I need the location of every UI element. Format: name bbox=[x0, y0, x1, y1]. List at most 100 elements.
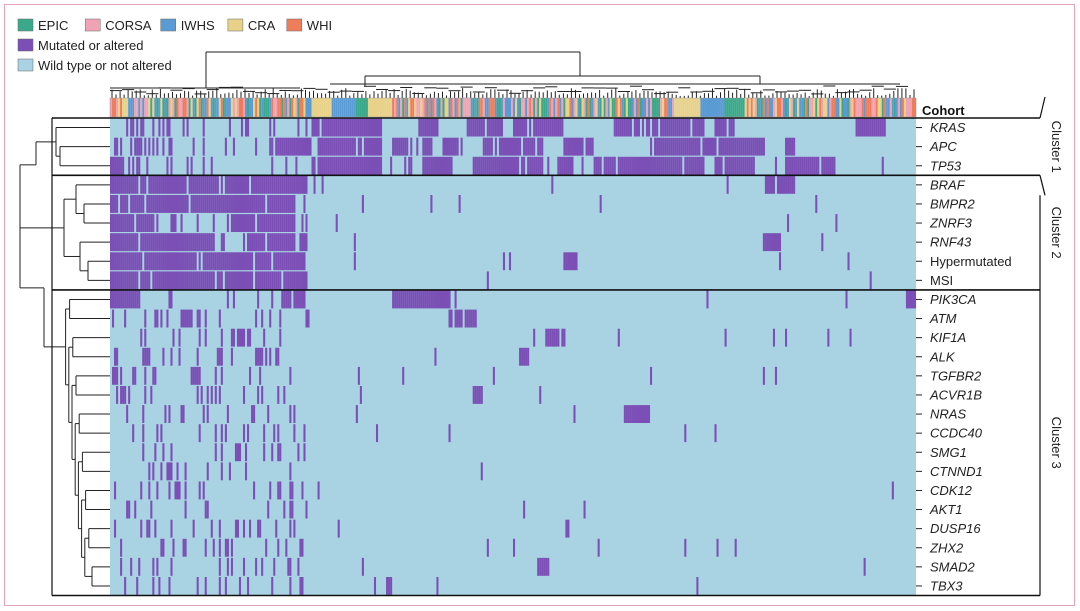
cell-tbx3-162 bbox=[436, 577, 439, 595]
cell-tp53-184 bbox=[480, 156, 483, 175]
cell-hypermutated-1 bbox=[112, 252, 115, 271]
cell-apc-145 bbox=[402, 137, 405, 156]
cell-hypermutated-12 bbox=[134, 252, 137, 271]
cell-ccdc40-11 bbox=[132, 424, 135, 443]
cell-znrf3-43 bbox=[196, 214, 199, 232]
cell-pik3ca-73 bbox=[257, 290, 260, 309]
cell-rnf43-72 bbox=[255, 233, 258, 252]
cohort-cell-377 bbox=[869, 98, 872, 117]
cell-atm-72 bbox=[255, 309, 258, 328]
cohort-cell-26 bbox=[162, 98, 165, 117]
cell-tbx3-29 bbox=[168, 577, 171, 595]
cell-ccdc40-83 bbox=[277, 424, 280, 443]
cell-kras-110 bbox=[331, 118, 334, 137]
cell-bmpr2-59 bbox=[228, 195, 231, 213]
cell-tgfbr2-22 bbox=[154, 366, 157, 385]
cell-braf-83 bbox=[277, 175, 280, 194]
heatmap-row-hypermutated bbox=[110, 252, 850, 271]
cohort-cell-126 bbox=[363, 98, 366, 117]
cohort-cell-269 bbox=[652, 98, 655, 117]
cell-braf-63 bbox=[236, 175, 239, 194]
cell-apc-105 bbox=[321, 137, 324, 156]
cell-tp53-168 bbox=[448, 156, 451, 175]
cell-tp53-87 bbox=[285, 156, 288, 175]
cohort-cell-200 bbox=[513, 98, 516, 117]
cell-rnf43-121 bbox=[353, 233, 356, 252]
cell-rnf43-82 bbox=[275, 233, 278, 252]
cell-dusp16-15 bbox=[140, 519, 143, 538]
cell-braf-74 bbox=[259, 175, 262, 194]
cell-msi-18 bbox=[146, 271, 149, 290]
cell-rnf43-5 bbox=[120, 233, 123, 252]
cell-alk-77 bbox=[265, 347, 268, 366]
cell-apc-30 bbox=[170, 137, 173, 156]
cell-kras-159 bbox=[430, 118, 433, 137]
cell-pik3ca-156 bbox=[424, 290, 427, 309]
cell-braf-28 bbox=[166, 175, 169, 194]
cell-apc-123 bbox=[357, 137, 360, 156]
cell-acvr1b-66 bbox=[242, 386, 246, 404]
cell-msi-16 bbox=[142, 271, 145, 290]
cohort-cell-140 bbox=[392, 98, 395, 117]
cell-tp53-50 bbox=[210, 156, 213, 175]
cell-tp53-160 bbox=[432, 156, 435, 175]
cell-apc-158 bbox=[428, 137, 431, 156]
cell-nras-122 bbox=[355, 405, 358, 423]
cohort-cell-157 bbox=[426, 98, 429, 117]
cell-tp53-268 bbox=[650, 156, 653, 175]
cell-msi-68 bbox=[247, 271, 250, 290]
heatmap-row-nras bbox=[126, 405, 651, 423]
cell-hypermutated-54 bbox=[218, 252, 221, 271]
cohort-cell-162 bbox=[436, 98, 439, 117]
cohort-cell-147 bbox=[406, 98, 409, 117]
cell-tp53-186 bbox=[484, 156, 487, 175]
cell-msi-35 bbox=[180, 271, 183, 290]
cohort-cell-231 bbox=[575, 98, 578, 117]
cell-bmpr2-44 bbox=[198, 195, 201, 213]
cell-tp53-357 bbox=[829, 156, 832, 175]
cell-apc-275 bbox=[664, 137, 667, 156]
cell-tbx3-43 bbox=[196, 577, 199, 595]
cell-bmpr2-87 bbox=[285, 195, 288, 213]
cell-nras-257 bbox=[627, 405, 630, 423]
cell-hypermutated-90 bbox=[291, 252, 294, 271]
cell-tp53-205 bbox=[523, 156, 526, 175]
cell-bmpr2-79 bbox=[269, 195, 272, 213]
cohort-cell-25 bbox=[160, 98, 163, 117]
cohort-cell-303 bbox=[720, 98, 723, 117]
cell-tp53-208 bbox=[529, 156, 532, 175]
cell-znrf3-4 bbox=[118, 214, 121, 232]
cell-rnf43-33 bbox=[176, 233, 179, 252]
cohort-cell-122 bbox=[355, 98, 358, 117]
cell-msi-58 bbox=[226, 271, 229, 290]
cell-rnf43-6 bbox=[122, 233, 125, 252]
cell-braf-47 bbox=[204, 175, 207, 194]
cohort-cell-359 bbox=[833, 98, 836, 117]
cell-kras-213 bbox=[539, 118, 542, 137]
cell-tp53-185 bbox=[482, 156, 485, 175]
cell-bmpr2-52 bbox=[214, 195, 217, 213]
cell-dusp16-89 bbox=[289, 519, 292, 538]
cohort-cell-215 bbox=[543, 98, 546, 117]
cell-msi-45 bbox=[200, 271, 203, 290]
cohort-cell-32 bbox=[174, 98, 177, 117]
cell-hypermutated-34 bbox=[178, 252, 181, 271]
cell-msi-54 bbox=[218, 271, 221, 290]
cell-bmpr2-24 bbox=[158, 195, 161, 213]
cell-tp53-319 bbox=[752, 156, 755, 175]
cell-tp53-258 bbox=[629, 156, 632, 175]
cohort-cell-279 bbox=[672, 98, 675, 117]
cell-bmpr2-64 bbox=[238, 195, 242, 213]
cell-kras-305 bbox=[724, 118, 727, 137]
cell-kif1a-356 bbox=[827, 328, 830, 347]
cell-apc-281 bbox=[676, 137, 679, 156]
cell-smad2-21 bbox=[152, 557, 155, 576]
cell-braf-79 bbox=[269, 175, 272, 194]
cell-kif1a-68 bbox=[247, 328, 250, 347]
cohort-cell-282 bbox=[678, 98, 681, 117]
cohort-cell-232 bbox=[577, 98, 580, 117]
cell-atm-7 bbox=[124, 309, 127, 328]
cell-bmpr2-70 bbox=[251, 195, 254, 213]
cell-ctnnd1-55 bbox=[220, 462, 223, 481]
cell-dusp16-226 bbox=[565, 519, 568, 538]
